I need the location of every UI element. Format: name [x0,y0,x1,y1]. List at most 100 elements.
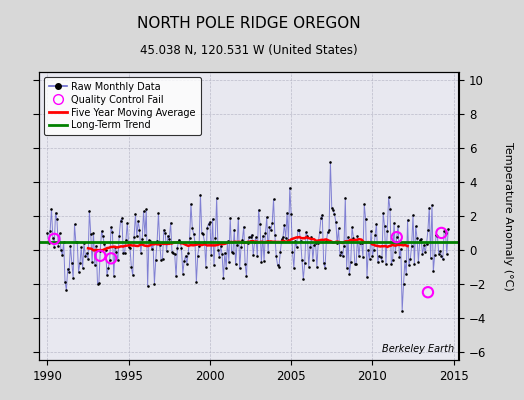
Point [49,235,57,241]
Point [66,242,74,249]
Point [69,275,78,281]
Point [167,220,175,226]
Point [323,229,332,236]
Point [372,220,380,227]
Point [364,247,373,253]
Point [340,242,348,249]
Point [299,276,308,282]
Point [368,253,377,259]
Point [392,234,401,240]
Point [241,260,249,267]
Point [61,279,69,285]
Point [206,218,214,225]
Point [134,218,143,224]
Point [257,259,266,265]
Point [115,233,123,240]
Point [371,232,379,238]
Point [121,250,129,256]
Point [246,234,255,240]
Point [127,264,136,271]
Point [294,227,302,234]
Point [202,264,210,270]
Point [234,215,243,221]
Point [379,210,387,216]
Point [188,225,196,232]
Point [274,262,282,269]
Point [172,273,180,280]
Point [385,194,393,200]
Point [260,258,268,264]
Point [398,308,407,314]
Point [141,232,149,238]
Point [86,231,95,237]
Point [355,253,363,259]
Point [77,244,85,250]
Point [192,279,201,285]
Point [235,265,244,272]
Point [223,238,232,244]
Point [79,265,87,271]
Point [200,238,209,245]
Point [402,271,410,277]
Point [386,206,394,212]
Legend: Raw Monthly Data, Quality Control Fail, Five Year Moving Average, Long-Term Tren: Raw Monthly Data, Quality Control Fail, … [44,77,201,135]
Point [104,264,113,271]
Point [227,248,236,255]
Point [334,225,343,232]
Point [422,241,431,247]
Point [352,261,361,267]
Point [195,243,203,249]
Point [47,206,56,212]
Point [311,240,320,246]
Point [255,207,263,213]
Point [180,258,188,264]
Point [76,260,84,266]
Point [60,239,68,246]
Point [157,257,166,264]
Point [214,247,222,253]
Point [183,260,191,267]
Point [107,224,115,230]
Point [399,281,408,288]
Point [63,266,72,272]
Point [295,227,303,233]
Point [346,259,355,266]
Point [230,227,238,233]
Point [177,245,185,251]
Point [314,240,322,246]
Point [204,220,213,227]
Point [210,261,218,268]
Point [391,248,400,255]
Point [45,240,53,246]
Point [278,236,286,242]
Point [321,265,329,272]
Point [424,289,432,296]
Point [437,253,445,259]
Point [344,234,352,240]
Point [116,218,125,224]
Point [276,249,285,255]
Point [291,238,299,244]
Point [343,264,351,271]
Point [330,211,339,218]
Point [176,239,184,246]
Point [154,210,162,216]
Point [309,256,317,263]
Point [225,258,233,265]
Point [315,229,324,236]
Point [168,248,176,255]
Point [122,236,130,243]
Point [100,241,108,247]
Point [62,287,71,293]
Point [96,253,104,259]
Point [353,233,362,239]
Point [221,250,229,256]
Point [288,249,297,255]
Point [82,250,91,256]
Point [226,215,234,221]
Point [196,192,204,198]
Point [43,230,52,236]
Point [432,232,440,238]
Point [265,224,274,230]
Point [363,274,371,280]
